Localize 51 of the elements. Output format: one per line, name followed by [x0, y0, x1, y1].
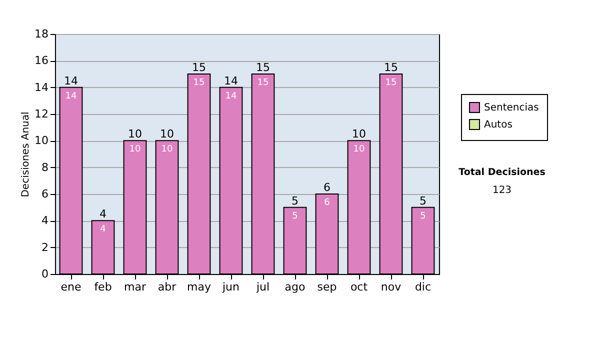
x-tick-label: ene [60, 280, 82, 294]
data-label: 5 [420, 211, 426, 222]
text: 123 [492, 185, 512, 196]
y-tick-label: 0 [42, 268, 48, 280]
x-tick-label: oct [350, 280, 368, 294]
total-label: 5 [292, 194, 298, 208]
data-label: 5 [292, 211, 298, 222]
y-tick-label: 16 [34, 54, 48, 68]
data-label: 15 [385, 78, 397, 88]
data-label: 15 [193, 78, 205, 88]
y-tick-label: 8 [42, 160, 48, 174]
x-tick-label: may [187, 280, 212, 294]
total-label: 10 [128, 128, 142, 141]
data-label: 15 [257, 78, 269, 88]
y-tick-label: 10 [34, 134, 48, 148]
total-label: 14 [224, 74, 238, 88]
x-tick-label: mar [124, 280, 146, 294]
y-tick-label: 18 [34, 28, 48, 40]
legend-label: Sentencias [484, 102, 539, 114]
total-label: 10 [352, 128, 366, 141]
y-tick-label: 2 [42, 240, 48, 254]
data-label: 10 [161, 144, 173, 155]
x-tick-label: dic [414, 280, 432, 294]
text: Total Decisiones [458, 167, 546, 178]
data-label: 10 [353, 144, 365, 155]
data-label: 14 [65, 91, 77, 102]
x-tick-label: abr [158, 280, 177, 294]
total-label: 6 [324, 181, 330, 194]
x-tick-label: nov [380, 280, 402, 294]
total-label: 10 [160, 128, 174, 141]
y-tick-label: 12 [34, 108, 48, 120]
x-tick-label: sep [317, 280, 337, 294]
y-tick-label: 6 [42, 188, 48, 200]
data-label: 14 [225, 91, 237, 102]
y-tick-label: 14 [34, 80, 48, 94]
data-label: 10 [129, 144, 141, 155]
total-label: 15 [192, 61, 206, 74]
x-tick-label: jul [255, 280, 270, 294]
data-label: 6 [324, 198, 330, 208]
total-label: 15 [384, 61, 398, 74]
x-tick-label: feb [94, 280, 112, 294]
x-tick-label: jun [222, 280, 240, 294]
total-label: 15 [256, 61, 270, 74]
data-label: 4 [100, 224, 106, 235]
legend-label: Autos [484, 120, 512, 130]
y-axis-title: Decisiones Anual [20, 112, 32, 198]
total-label: 5 [420, 194, 426, 208]
y-tick-label: 4 [42, 214, 48, 228]
total-label: 4 [100, 208, 106, 221]
total-label: 14 [64, 74, 78, 88]
x-tick-label: ago [284, 280, 306, 294]
